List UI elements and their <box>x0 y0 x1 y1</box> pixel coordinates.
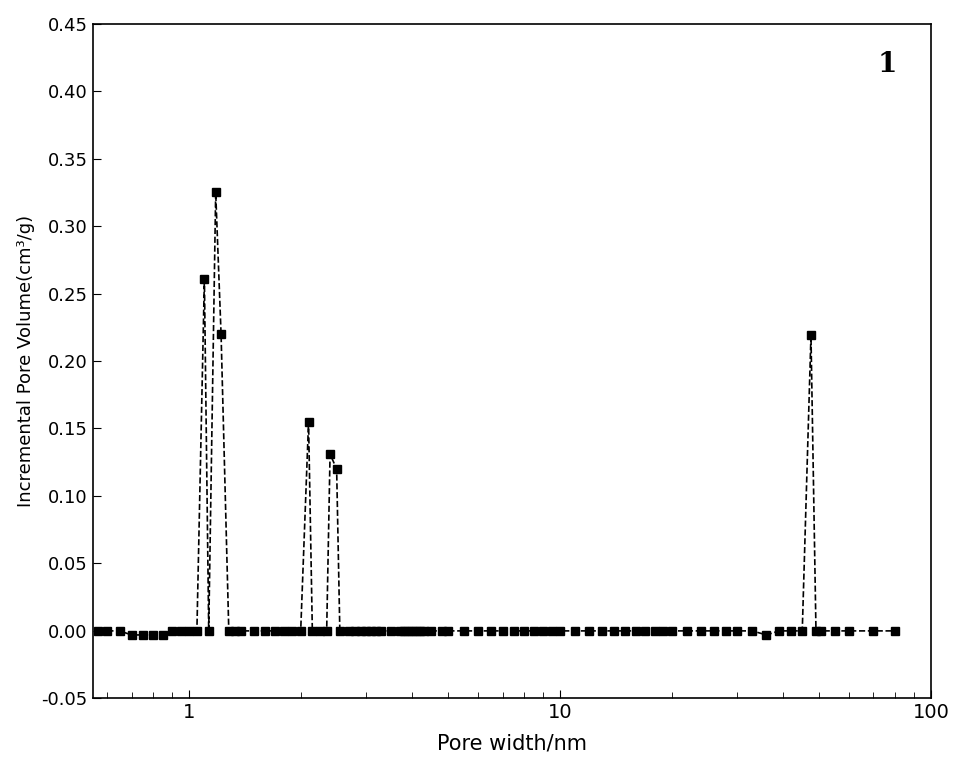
Y-axis label: Incremental Pore Volume(cm³/g): Incremental Pore Volume(cm³/g) <box>16 215 35 507</box>
Text: 1: 1 <box>878 51 897 78</box>
X-axis label: Pore width/nm: Pore width/nm <box>437 733 586 753</box>
